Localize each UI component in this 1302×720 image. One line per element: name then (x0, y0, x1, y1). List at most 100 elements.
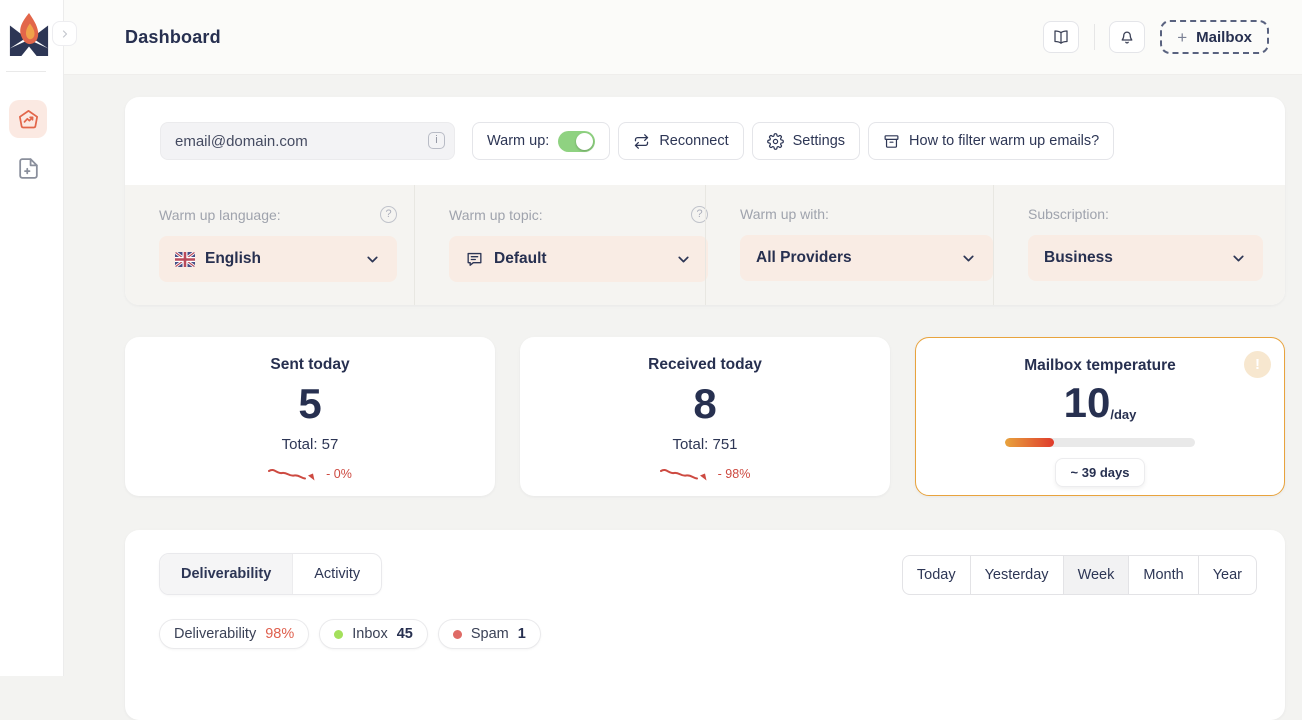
settings-col-language: Warm up language: ? (125, 185, 414, 305)
add-mailbox-button[interactable]: + Mailbox (1160, 20, 1269, 54)
subscription-label: Subscription: (1028, 206, 1109, 222)
language-value: English (205, 250, 261, 267)
badge-label: Spam (470, 626, 509, 642)
period-yesterday[interactable]: Yesterday (971, 556, 1064, 594)
sent-today-card: Sent today 5 Total: 57 - 0% (125, 337, 495, 496)
badge-value: 98% (265, 626, 295, 642)
file-plus-icon (16, 156, 41, 181)
alert-icon[interactable]: ! (1244, 351, 1271, 378)
warmup-toggle[interactable] (558, 130, 596, 152)
settings-label: Settings (792, 133, 846, 149)
stat-value: 5 (298, 380, 322, 427)
reconnect-label: Reconnect (659, 133, 729, 149)
email-field-wrap: i (160, 122, 455, 160)
stats-row: Sent today 5 Total: 57 - 0% Received tod… (125, 337, 1285, 496)
chevron-right-icon (59, 28, 71, 40)
received-today-card: Received today 8 Total: 751 - 98% (520, 337, 890, 496)
mailbox-control-card: i Warm up: Reconnect (125, 97, 1285, 305)
temperature-progress-track (1005, 438, 1195, 447)
stat-total: Total: 751 (672, 436, 738, 453)
app-logo-flame-icon (8, 10, 50, 60)
toolbar-buttons: Warm up: Reconnect (472, 122, 1115, 160)
language-dropdown[interactable]: English (159, 236, 397, 282)
plus-icon: + (1177, 27, 1188, 47)
chat-icon (465, 250, 484, 269)
reconnect-button[interactable]: Reconnect (618, 122, 744, 160)
sidebar-divider (6, 71, 46, 72)
stat-trend: - 0% (125, 465, 495, 483)
analytics-controls: Deliverability Activity Today Yesterday … (159, 553, 1257, 595)
mailbox-toolbar: i Warm up: Reconnect (125, 97, 1285, 185)
refresh-icon (633, 133, 650, 150)
topic-dropdown[interactable]: Default (449, 236, 708, 282)
header-actions: + Mailbox (1043, 20, 1269, 54)
stat-total: Total: 57 (281, 436, 339, 453)
chevron-down-icon (960, 250, 977, 267)
chevron-down-icon (1230, 250, 1247, 267)
inbox-badge[interactable]: Inbox 45 (319, 619, 428, 649)
providers-value: All Providers (756, 249, 852, 266)
sidebar (0, 0, 77, 676)
filter-help-button[interactable]: How to filter warm up emails? (868, 122, 1115, 160)
deliverability-badge[interactable]: Deliverability 98% (159, 619, 310, 649)
period-year[interactable]: Year (1212, 567, 1242, 583)
toggle-knob-icon (576, 132, 594, 150)
tab-activity[interactable]: Activity (314, 566, 361, 582)
trend-down-icon (659, 465, 712, 483)
badge-label: Deliverability (174, 626, 257, 642)
stat-trend: - 98% (520, 465, 890, 483)
green-dot-icon (334, 629, 344, 639)
header-divider (1094, 24, 1096, 50)
subscription-value: Business (1044, 249, 1113, 266)
period-today[interactable]: Today (903, 556, 971, 594)
sidebar-item-templates[interactable] (9, 151, 47, 185)
bell-icon (1118, 28, 1136, 46)
home-chart-icon (17, 108, 40, 131)
temperature-eta-badge: ~ 39 days (1054, 458, 1146, 487)
warmup-toggle-button[interactable]: Warm up: (472, 122, 611, 160)
info-icon[interactable]: i (428, 132, 445, 149)
analytics-tabs: Deliverability Activity (159, 553, 383, 595)
temperature-value: 10 (1063, 379, 1111, 426)
settings-col-topic: Warm up topic: ? Default (414, 185, 708, 305)
docs-button[interactable] (1043, 21, 1080, 53)
language-label: Warm up language: (159, 206, 281, 223)
red-dot-icon (452, 629, 462, 639)
help-icon[interactable]: ? (691, 206, 708, 223)
chevron-down-icon (364, 251, 381, 268)
settings-button[interactable]: Settings (751, 122, 861, 160)
trend-text: - 0% (326, 467, 352, 481)
stat-title: Received today (648, 356, 762, 373)
tab-deliverability[interactable]: Deliverability (160, 554, 294, 594)
badge-label: Inbox (352, 626, 388, 642)
filter-help-label: How to filter warm up emails? (909, 133, 1100, 149)
chevron-down-icon (675, 251, 692, 268)
top-header: Dashboard + Mailbox (64, 0, 1302, 75)
period-week[interactable]: Week (1063, 556, 1130, 594)
book-icon (1052, 28, 1070, 46)
trend-down-icon (268, 465, 320, 483)
add-mailbox-label: Mailbox (1196, 28, 1252, 46)
email-input[interactable] (160, 122, 455, 160)
mailbox-temperature-card: ! Mailbox temperature 10 /day ~ 39 days (915, 337, 1285, 496)
sidebar-item-dashboard[interactable] (9, 100, 47, 138)
trend-text: - 98% (717, 467, 751, 481)
warmup-label: Warm up: (487, 133, 550, 149)
providers-label: Warm up with: (740, 206, 829, 222)
spam-badge[interactable]: Spam 1 (437, 619, 541, 649)
uk-flag-icon (175, 251, 195, 267)
badge-value: 45 (396, 626, 413, 642)
temperature-title: Mailbox temperature (1024, 357, 1176, 374)
subscription-dropdown[interactable]: Business (1028, 235, 1263, 281)
analytics-card: Deliverability Activity Today Yesterday … (125, 530, 1285, 720)
temperature-value-row: 10 /day (916, 382, 1284, 424)
main-content: i Warm up: Reconnect (64, 75, 1302, 720)
notifications-button[interactable] (1109, 21, 1146, 53)
sidebar-collapse-button[interactable] (52, 21, 77, 46)
settings-col-subscription: Subscription: Business (993, 185, 1285, 305)
period-month[interactable]: Month (1129, 556, 1199, 594)
help-icon[interactable]: ? (380, 206, 397, 223)
settings-col-providers: Warm up with: All Providers (705, 185, 993, 305)
gear-icon (766, 132, 784, 150)
providers-dropdown[interactable]: All Providers (740, 235, 993, 281)
